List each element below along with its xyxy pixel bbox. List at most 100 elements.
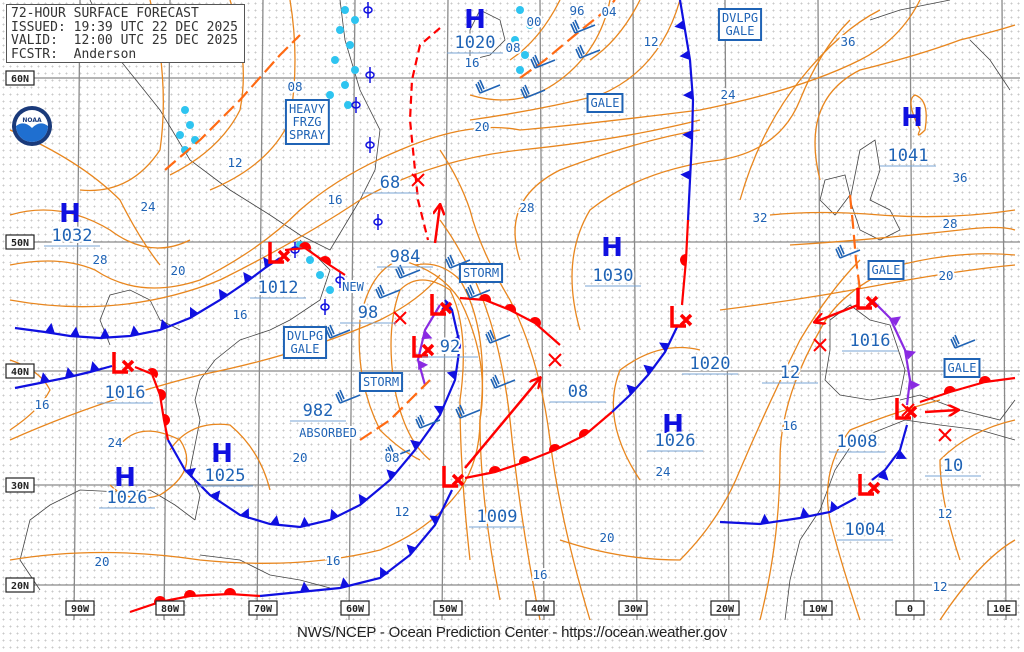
- isobar-line: [9, 129, 161, 266]
- ice-dot: [516, 6, 524, 14]
- lon-label: 10E: [993, 604, 1011, 615]
- wind-barb-icon: [335, 389, 361, 404]
- warning-label: HEAVY FRZG SPRAY: [289, 102, 326, 142]
- isobar-label: 16: [782, 418, 797, 433]
- lat-label: 60N: [11, 74, 29, 85]
- ice-edge: [408, 27, 441, 241]
- coastline: [19, 489, 196, 591]
- isobar-line: [509, 0, 561, 61]
- coastline: [869, 0, 1011, 91]
- warning-label: GALE: [948, 361, 977, 375]
- wind-barb-icon: [325, 324, 351, 339]
- isobar-label: 36: [840, 34, 855, 49]
- high-pressure-icon: H: [211, 439, 233, 469]
- lon-label-box: [433, 600, 463, 616]
- isobar-line: [571, 19, 851, 331]
- isobar-label: 16: [232, 307, 247, 322]
- isobar-label: 08: [384, 450, 399, 465]
- isobar-label: 12: [932, 579, 947, 594]
- isobar-line: [9, 209, 191, 249]
- pressure-value: 12: [780, 363, 800, 383]
- wind-barb-icon: [455, 404, 481, 419]
- lon-label: 70W: [254, 604, 273, 615]
- isobar-line: [439, 219, 541, 621]
- ice-dot: [336, 26, 344, 34]
- warning-box: STORM: [358, 372, 404, 392]
- meridian-line: [163, 0, 171, 621]
- isobar-label: 16: [464, 55, 479, 70]
- warning-label: DVLPG GALE: [287, 329, 323, 356]
- isobar-label: 24: [655, 464, 670, 479]
- low-pressure-value: 1016: [850, 331, 891, 351]
- warning-box-border: [717, 8, 763, 41]
- lat-label-box: [5, 70, 35, 86]
- warm-front: [284, 242, 346, 276]
- isobar-label: 20: [170, 263, 185, 278]
- warning-box: DVLPG GALE: [282, 326, 328, 359]
- low-pressure-value: 1020: [690, 354, 731, 374]
- isobar-label: 24: [720, 87, 735, 102]
- lon-label: 10W: [809, 604, 828, 615]
- lat-label-box: [5, 477, 35, 493]
- warning-box-border: [358, 372, 404, 392]
- position-x-icon: [393, 311, 407, 325]
- position-x-icon: [411, 173, 425, 187]
- position-x-icon: [548, 353, 562, 367]
- valid-time: VALID: 12:00 UTC 25 DEC 2025: [11, 33, 238, 48]
- wind-barb-icon: [570, 19, 596, 34]
- wind-barb-icon: [385, 444, 411, 459]
- pressure-value: 68: [380, 173, 400, 193]
- low-pressure-icon: [112, 352, 135, 374]
- high-pressure-value: 1020: [455, 33, 496, 53]
- ice-dot: [176, 131, 184, 139]
- axis-labels: 90W 80W 70W 60W 50W 40W 30W 20W 10W 0 10E 60N 50N 40N…: [5, 70, 1017, 616]
- isobar-line: [769, 209, 1016, 218]
- warning-box: DVLPG GALE: [717, 8, 763, 41]
- isobar-label: 20: [599, 530, 614, 545]
- isobar-label: 96: [569, 3, 584, 18]
- noaa-logo-text: NOAA: [22, 117, 42, 124]
- lat-label-box: [5, 363, 35, 379]
- high-pressure-icon: H: [464, 5, 486, 35]
- pressure-value: 982: [303, 401, 334, 421]
- warning-box: GALE: [867, 260, 905, 280]
- ice-dot: [344, 101, 352, 109]
- isobar-label: 12: [937, 506, 952, 521]
- ice-dot: [526, 21, 534, 29]
- high-pressure-icon: H: [601, 233, 623, 263]
- stationary-front-warm: [129, 588, 261, 614]
- lon-label-box: [248, 600, 278, 616]
- isobar-label: 12: [394, 504, 409, 519]
- wind-barb-icon: [395, 264, 421, 279]
- high-pressure-icon: H: [662, 410, 684, 440]
- high-pressure-icon: H: [114, 463, 136, 493]
- warning-box-border: [282, 326, 328, 359]
- trough-line: [359, 379, 431, 441]
- lon-label: 40W: [531, 604, 550, 615]
- wind-barb-icon: [950, 334, 976, 349]
- isobar-line: [910, 94, 927, 136]
- position-x-icon: [813, 338, 827, 352]
- ice-dot: [186, 121, 194, 129]
- lat-label-box: [5, 577, 35, 593]
- meridian-line: [73, 0, 81, 621]
- isobar-line: [9, 274, 441, 441]
- cold-front: [611, 324, 679, 413]
- isobar-line: [469, 0, 611, 101]
- footer-credit: NWS/NCEP - Ocean Prediction Center - htt…: [296, 624, 728, 641]
- isobar-label: 28: [519, 200, 534, 215]
- high-pressure-icon: H: [901, 103, 923, 133]
- low-pressure-value: 92: [440, 337, 460, 357]
- low-pressure-value: 1009: [477, 507, 518, 527]
- meridian-line: [1001, 0, 1007, 621]
- ice-dot: [341, 6, 349, 14]
- cold-front: [14, 256, 281, 340]
- low-pressure-value: 1008: [837, 432, 878, 452]
- lon-label: 30W: [624, 604, 643, 615]
- warning-label: STORM: [363, 375, 399, 389]
- ice-dot: [521, 51, 529, 59]
- low-pressure-icon: [858, 474, 881, 496]
- meridian-line: [539, 0, 545, 621]
- ice-dot: [351, 16, 359, 24]
- occluded-front: [416, 304, 441, 386]
